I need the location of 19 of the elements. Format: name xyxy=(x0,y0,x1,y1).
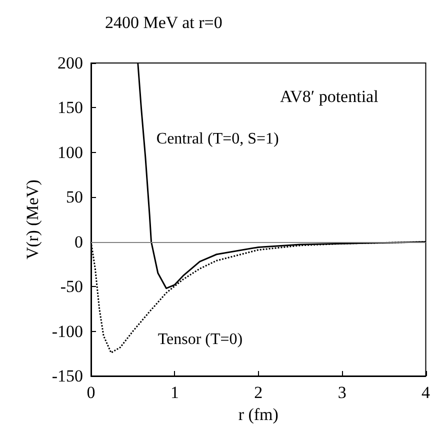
x-tick-label: 1 xyxy=(170,383,179,402)
x-tick-label: 0 xyxy=(86,383,96,402)
y-tick-label: -50 xyxy=(60,277,83,296)
series-label: Tensor (T=0) xyxy=(158,330,243,348)
y-tick-label: -100 xyxy=(52,322,83,341)
annotation: AV8′ potential xyxy=(280,87,379,106)
x-tick-label: 3 xyxy=(338,383,346,402)
y-axis-title: V(r) (MeV) xyxy=(22,180,42,260)
series-label: Central (T=0, S=1) xyxy=(156,130,279,148)
y-tick-label: 0 xyxy=(74,232,83,252)
y-tick-label: 200 xyxy=(58,54,83,72)
x-axis-title: r (fm) xyxy=(238,404,278,424)
y-tick-label: 50 xyxy=(66,188,83,207)
y-tick-label: 100 xyxy=(58,142,83,162)
y-tick-label: -150 xyxy=(52,366,83,386)
text: 2400 MeV at r=0 xyxy=(105,13,222,32)
x-tick-label: 2 xyxy=(254,383,263,402)
x-tick-label: 4 xyxy=(422,383,430,402)
y-tick-label: 150 xyxy=(58,98,83,118)
